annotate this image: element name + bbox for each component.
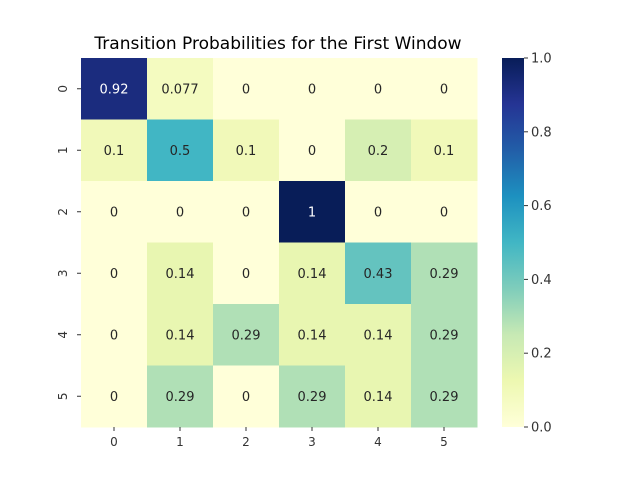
colorbar bbox=[502, 58, 524, 427]
heatmap-cell bbox=[147, 119, 214, 182]
x-tick-label: 2 bbox=[242, 435, 250, 449]
heatmap-cell bbox=[81, 58, 148, 120]
cell-value-label: 0.43 bbox=[364, 267, 393, 282]
heatmap-cell bbox=[279, 119, 346, 182]
cell-value-label: 0.29 bbox=[430, 390, 459, 405]
cell-value-label: 0 bbox=[242, 267, 250, 282]
x-tick-label: 5 bbox=[440, 435, 448, 449]
cell-value-label: 0.1 bbox=[104, 144, 125, 159]
colorbar-axis: 0.0 0.2 0.4 0.6 0.8 1.0 bbox=[524, 52, 552, 436]
heatmap-cell bbox=[411, 365, 478, 428]
heatmap-cell bbox=[81, 365, 148, 428]
cell-value-label: 0.29 bbox=[232, 328, 261, 343]
colorbar-tick-label: 0.2 bbox=[531, 347, 552, 362]
cell-value-label: 0 bbox=[110, 205, 118, 220]
heatmap-cell bbox=[345, 58, 412, 120]
x-tick-label: 4 bbox=[374, 435, 382, 449]
heatmap-cell bbox=[279, 365, 346, 428]
heatmap-cell bbox=[147, 181, 214, 243]
cell-value-label: 0 bbox=[308, 144, 316, 159]
cell-value-label: 0 bbox=[440, 205, 448, 220]
heatmap-cell bbox=[345, 304, 412, 366]
heatmap-cell bbox=[411, 181, 478, 243]
heatmap-cell bbox=[81, 242, 148, 305]
cell-value-label: 0 bbox=[110, 328, 118, 343]
heatmap-cell bbox=[81, 119, 148, 182]
heatmap-cell bbox=[411, 242, 478, 305]
cell-value-label: 0.29 bbox=[430, 328, 459, 343]
cell-value-label: 0.29 bbox=[430, 267, 459, 282]
heatmap-cell bbox=[279, 304, 346, 366]
heatmap-cells: 0.92 0.077 0 0 0 0 0.1 0.5 0.1 0 0.2 0.1 0 0 0 1 0 0 0 0.14… bbox=[81, 58, 478, 428]
heatmap-cell bbox=[147, 304, 214, 366]
heatmap-cell bbox=[147, 242, 214, 305]
cell-value-label: 0 bbox=[374, 205, 382, 220]
y-tick-label: 1 bbox=[56, 146, 70, 154]
heatmap-cell bbox=[213, 58, 280, 120]
x-tick-label: 0 bbox=[110, 435, 118, 449]
y-tick-label: 4 bbox=[56, 331, 70, 339]
colorbar-tick-label: 0.6 bbox=[531, 199, 552, 214]
cell-value-label: 0.5 bbox=[170, 144, 191, 159]
heatmap-cell bbox=[345, 242, 412, 305]
heatmap-cell bbox=[411, 304, 478, 366]
cell-value-label: 0.2 bbox=[368, 144, 389, 159]
cell-value-label: 0.14 bbox=[166, 328, 195, 343]
cell-value-label: 0 bbox=[110, 390, 118, 405]
heatmap-cell bbox=[81, 304, 148, 366]
y-axis: 0 1 2 3 4 5 bbox=[56, 85, 81, 400]
cell-value-label: 0 bbox=[308, 82, 316, 97]
heatmap-cell bbox=[147, 58, 214, 120]
cell-value-label: 0.077 bbox=[161, 82, 198, 97]
x-axis: 0 1 2 3 4 5 bbox=[110, 427, 448, 449]
cell-value-label: 0.1 bbox=[434, 144, 455, 159]
cell-value-label: 0 bbox=[110, 267, 118, 282]
cell-value-label: 1 bbox=[308, 205, 316, 220]
y-tick-label: 2 bbox=[56, 208, 70, 216]
x-tick-label: 1 bbox=[176, 435, 184, 449]
colorbar-tick-label: 0.4 bbox=[531, 273, 552, 288]
cell-value-label: 0.14 bbox=[364, 328, 393, 343]
cell-value-label: 0.29 bbox=[298, 390, 327, 405]
cell-value-label: 0 bbox=[242, 205, 250, 220]
heatmap-cell bbox=[345, 365, 412, 428]
cell-value-label: 0.29 bbox=[166, 390, 195, 405]
cell-value-label: 0.14 bbox=[364, 390, 393, 405]
heatmap-cell bbox=[81, 181, 148, 243]
heatmap-cell bbox=[213, 242, 280, 305]
cell-value-label: 0 bbox=[176, 205, 184, 220]
y-tick-label: 5 bbox=[56, 392, 70, 400]
y-tick-label: 3 bbox=[56, 269, 70, 277]
cell-value-label: 0 bbox=[242, 82, 250, 97]
cell-value-label: 0 bbox=[374, 82, 382, 97]
heatmap-cell bbox=[345, 119, 412, 182]
heatmap-cell bbox=[213, 119, 280, 182]
cell-value-label: 0.1 bbox=[236, 144, 257, 159]
cell-value-label: 0 bbox=[440, 82, 448, 97]
colorbar-tick-label: 0.0 bbox=[531, 421, 552, 436]
heatmap-cell bbox=[345, 181, 412, 243]
y-tick-label: 0 bbox=[56, 85, 70, 93]
colorbar-tick-label: 1.0 bbox=[531, 52, 552, 67]
cell-value-label: 0.92 bbox=[100, 82, 129, 97]
x-tick-label: 3 bbox=[308, 435, 316, 449]
colorbar-tick-label: 0.8 bbox=[531, 125, 552, 140]
heatmap-cell bbox=[213, 365, 280, 428]
heatmap-cell bbox=[279, 58, 346, 120]
heatmap-cell bbox=[213, 181, 280, 243]
cell-value-label: 0.14 bbox=[298, 328, 327, 343]
heatmap-cell bbox=[279, 242, 346, 305]
heatmap-cell bbox=[411, 58, 478, 120]
heatmap-cell bbox=[279, 181, 346, 243]
cell-value-label: 0.14 bbox=[298, 267, 327, 282]
cell-value-label: 0.14 bbox=[166, 267, 195, 282]
heatmap-cell bbox=[147, 365, 214, 428]
cell-value-label: 0 bbox=[242, 390, 250, 405]
heatmap-cell bbox=[411, 119, 478, 182]
heatmap-cell bbox=[213, 304, 280, 366]
chart-title: Transition Probabilities for the First W… bbox=[93, 34, 461, 54]
